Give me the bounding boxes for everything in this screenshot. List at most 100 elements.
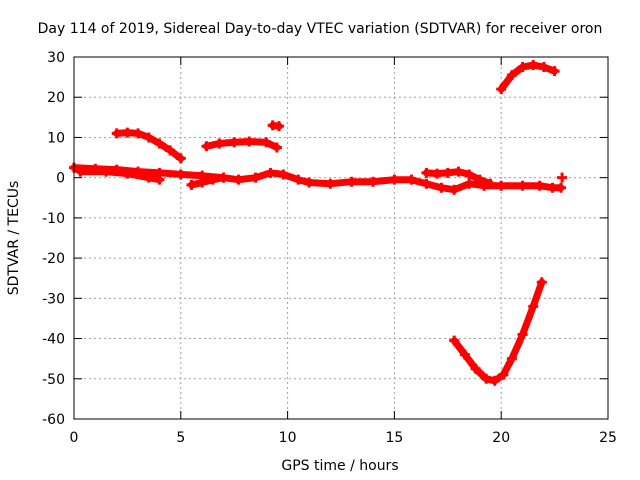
data-point [464,169,475,180]
data-point [122,127,133,138]
data-point [346,176,357,187]
y-tick-label: 10 [47,130,65,146]
data-point [517,62,528,73]
data-point [534,180,545,191]
series-secondary-band [75,166,165,185]
x-tick-label: 0 [70,430,79,446]
data-point [250,172,261,183]
series-mid-dip-segment [186,172,229,190]
data-point [421,178,432,189]
y-tick-label: -10 [42,211,65,227]
tick-labels: 0 5 10 15 20 25 30 20 10 0 -10 -20 -30 -40 -50 -60 [42,50,617,446]
grid-lines [74,57,608,419]
series-trace [450,278,546,385]
data-point [175,153,186,164]
data-point [453,166,464,177]
series-early-arc [111,127,186,164]
y-axis-label: SDTVAR / TECUs [6,181,22,296]
data-layer [69,60,568,386]
data-point [517,329,528,340]
data-point [233,174,244,185]
data-point [165,145,176,156]
series-mid-arc [201,136,282,153]
data-point [229,137,240,148]
data-point [459,349,470,360]
data-point [549,66,560,77]
data-point [143,132,154,143]
data-point [271,142,282,153]
data-point [517,180,528,191]
data-point [470,363,481,374]
x-tick-label: 25 [599,430,617,446]
data-point [538,62,549,73]
data-point [293,174,304,185]
data-point [244,136,255,147]
data-point [449,335,460,346]
series-trace [497,61,559,93]
y-tick-label: -60 [42,412,65,428]
axis-ticks [73,56,609,420]
data-point [303,177,314,188]
data-point [218,172,229,183]
y-tick-label: 0 [56,171,65,187]
x-tick-label: 5 [176,430,185,446]
series-high-arc [496,60,560,95]
data-point [432,168,443,179]
data-point [406,174,417,185]
series-trace [188,174,227,189]
data-point [154,138,165,149]
data-point [474,174,485,185]
x-tick-label: 10 [279,430,297,446]
data-point [421,167,432,178]
data-point [496,84,507,95]
data-point [175,169,186,180]
data-point [506,353,517,364]
y-tick-label: -20 [42,251,65,267]
data-point [101,166,112,177]
data-point [547,182,558,193]
series-late-upper-band [421,166,496,189]
y-tick-label: 30 [47,50,65,66]
data-point [485,178,496,189]
data-point [143,172,154,183]
data-point [278,169,289,180]
y-tick-label: -50 [42,372,65,388]
data-point [442,167,453,178]
x-tick-label: 20 [492,430,510,446]
data-point [122,168,133,179]
x-tick-label: 15 [385,430,403,446]
data-point [261,137,272,148]
data-point [274,121,285,132]
data-point [214,138,225,149]
data-point [133,128,144,139]
data-point [197,177,208,188]
y-tick-label: 20 [47,90,65,106]
data-point [75,166,86,177]
y-tick-label: -40 [42,332,65,348]
data-point [557,172,568,183]
data-point [201,141,212,152]
plot-frame [73,56,609,420]
data-point [154,174,165,185]
series-deep-dip [449,277,547,386]
data-point [436,182,447,193]
data-point [368,176,379,187]
data-point [207,174,218,185]
data-point [186,179,197,190]
data-point [464,178,475,189]
data-point [528,301,539,312]
series-short-segment [267,120,285,132]
data-point [506,70,517,81]
data-point [489,375,500,386]
data-point [389,174,400,185]
x-axis-label: GPS time / hours [281,458,398,474]
data-point [556,182,567,193]
data-point [536,277,547,288]
data-point [528,60,539,71]
data-point [449,184,460,195]
data-point [481,373,492,384]
data-point [111,128,122,139]
data-point [496,180,507,191]
series-end-dot [557,172,568,183]
